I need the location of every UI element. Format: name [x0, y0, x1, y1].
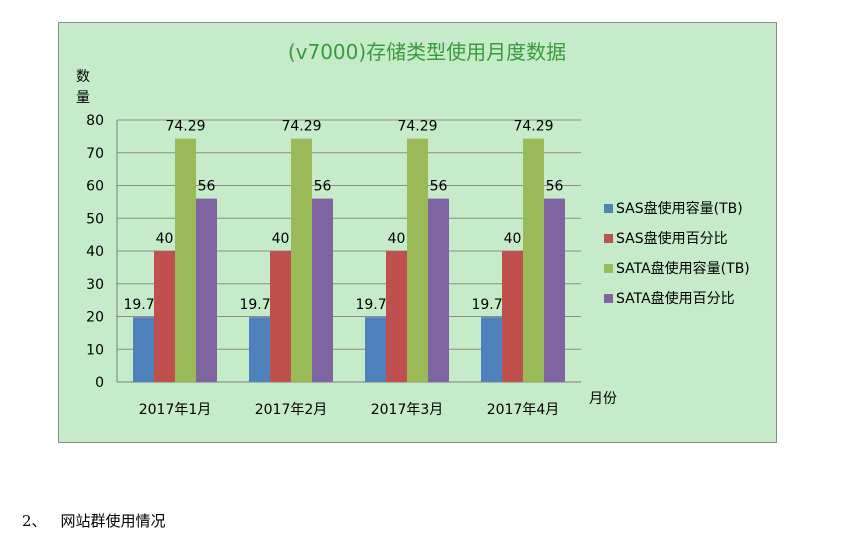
bar	[365, 317, 386, 382]
legend-swatch	[604, 234, 613, 243]
bar	[154, 251, 175, 382]
y-axis-label-char: 数	[76, 69, 90, 85]
data-label: 40	[388, 231, 406, 247]
data-label: 56	[546, 179, 564, 195]
legend-label: SAS盘使用容量(TB)	[616, 200, 743, 217]
legend-swatch	[604, 204, 613, 213]
data-label: 74.29	[397, 119, 437, 135]
chart-container: (v7000)存储类型使用月度数据数量 0 10 20 30 40 50 60 70 80 19.7…	[58, 22, 777, 443]
y-tick-label: 0	[95, 375, 104, 391]
legend-swatch	[604, 264, 613, 273]
y-axis-label-char: 量	[76, 90, 90, 106]
bar	[544, 198, 565, 382]
bar	[196, 198, 217, 382]
section-heading: 2、 网站群使用情况	[22, 510, 166, 531]
y-tick-label: 70	[86, 146, 104, 162]
bar	[270, 251, 291, 382]
y-tick-label: 60	[86, 179, 104, 195]
bar	[523, 138, 544, 382]
data-label: 19.78	[471, 297, 511, 313]
x-axis-label: 月份	[589, 391, 617, 407]
data-label: 40	[156, 231, 174, 247]
bar	[502, 251, 523, 382]
y-tick-label: 80	[86, 113, 104, 129]
data-label: 74.29	[165, 119, 205, 135]
legend-label: SATA盘使用百分比	[616, 290, 735, 307]
x-tick-label: 2017年4月	[487, 402, 560, 418]
y-tick-label: 30	[86, 277, 104, 293]
data-label: 40	[504, 231, 522, 247]
legend-swatch	[604, 294, 613, 303]
section-number: 2、	[22, 512, 47, 530]
bar	[133, 317, 154, 382]
section-title: 网站群使用情况	[60, 512, 166, 530]
legend-label: SATA盘使用容量(TB)	[616, 260, 750, 277]
bar	[386, 251, 407, 382]
x-tick-label: 2017年1月	[139, 402, 212, 418]
legend-label: SAS盘使用百分比	[616, 230, 728, 247]
chart-title: (v7000)存储类型使用月度数据	[288, 40, 566, 64]
bar	[249, 317, 270, 382]
data-label: 40	[272, 231, 290, 247]
y-tick-label: 40	[86, 244, 104, 260]
data-label: 56	[198, 179, 216, 195]
data-label: 19.78	[123, 297, 163, 313]
bar	[312, 198, 333, 382]
bar	[407, 138, 428, 382]
bar	[428, 198, 449, 382]
y-tick-label: 50	[86, 211, 104, 227]
data-label: 74.29	[281, 119, 321, 135]
bar	[291, 138, 312, 382]
y-tick-label: 20	[86, 310, 104, 326]
bar	[481, 317, 502, 382]
data-label: 19.78	[239, 297, 279, 313]
data-label: 56	[430, 179, 448, 195]
x-tick-label: 2017年2月	[255, 402, 328, 418]
data-label: 56	[314, 179, 332, 195]
bar	[175, 138, 196, 382]
data-label: 19.78	[355, 297, 395, 313]
y-tick-label: 10	[86, 342, 104, 358]
x-tick-label: 2017年3月	[371, 402, 444, 418]
data-label: 74.29	[513, 119, 553, 135]
